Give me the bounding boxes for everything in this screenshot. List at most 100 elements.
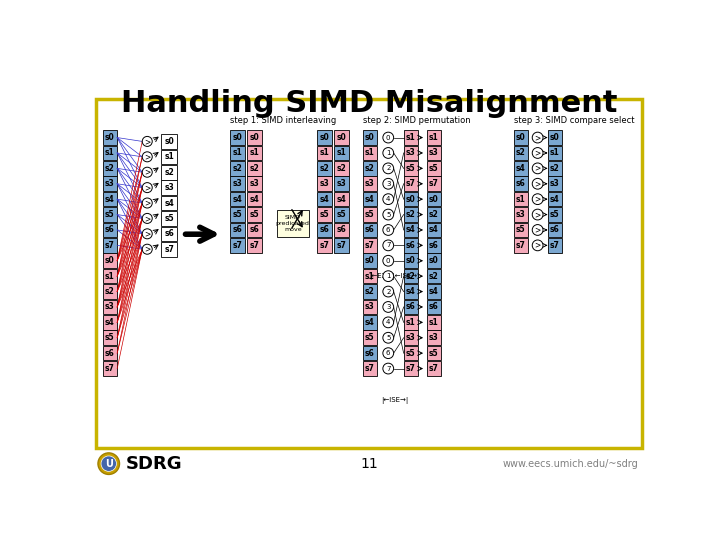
Circle shape bbox=[383, 363, 394, 374]
Circle shape bbox=[143, 137, 152, 146]
Bar bbox=[363, 269, 377, 284]
Bar bbox=[427, 361, 441, 376]
Bar bbox=[230, 161, 245, 176]
Circle shape bbox=[143, 152, 152, 162]
Bar bbox=[318, 207, 332, 222]
Bar bbox=[427, 192, 441, 206]
Bar bbox=[230, 192, 245, 206]
Text: s5: s5 bbox=[233, 210, 243, 219]
Text: >: > bbox=[144, 168, 150, 177]
Text: s2: s2 bbox=[405, 210, 415, 219]
Bar bbox=[102, 192, 117, 206]
Text: s4: s4 bbox=[105, 318, 114, 327]
Text: s7: s7 bbox=[516, 241, 526, 250]
Circle shape bbox=[383, 194, 394, 205]
Text: >: > bbox=[534, 210, 541, 219]
Text: 2: 2 bbox=[386, 288, 390, 294]
Bar bbox=[318, 130, 332, 145]
Text: >: > bbox=[144, 214, 150, 223]
Bar bbox=[548, 192, 562, 206]
Bar bbox=[427, 300, 441, 314]
Text: s3: s3 bbox=[365, 302, 374, 312]
Bar bbox=[334, 130, 349, 145]
Bar bbox=[548, 222, 562, 237]
Bar bbox=[334, 192, 349, 206]
Text: s2: s2 bbox=[365, 287, 374, 296]
Bar bbox=[404, 161, 418, 176]
Text: s6: s6 bbox=[337, 226, 346, 234]
Text: step 2: SIMD permutation: step 2: SIMD permutation bbox=[363, 116, 470, 125]
Text: s4: s4 bbox=[320, 194, 330, 204]
Circle shape bbox=[143, 167, 152, 177]
Text: s4: s4 bbox=[429, 287, 438, 296]
Text: s3: s3 bbox=[105, 179, 114, 188]
Text: s7: s7 bbox=[428, 364, 438, 373]
Text: s0: s0 bbox=[105, 133, 114, 142]
Bar bbox=[363, 284, 377, 299]
Bar bbox=[102, 130, 117, 145]
Bar bbox=[514, 207, 528, 222]
Text: s4: s4 bbox=[164, 199, 174, 207]
Text: |←ISE→|: |←ISE→| bbox=[381, 397, 408, 404]
Circle shape bbox=[143, 229, 152, 239]
Bar bbox=[427, 146, 441, 160]
Bar bbox=[404, 330, 418, 345]
Text: 3: 3 bbox=[386, 181, 390, 187]
Bar bbox=[248, 130, 262, 145]
Bar bbox=[427, 346, 441, 361]
Bar bbox=[102, 253, 117, 268]
Circle shape bbox=[383, 163, 394, 174]
Text: s7: s7 bbox=[405, 364, 415, 373]
Text: Handling SIMD Misalignment: Handling SIMD Misalignment bbox=[121, 89, 617, 118]
Bar bbox=[318, 146, 332, 160]
Bar bbox=[230, 146, 245, 160]
Circle shape bbox=[98, 453, 120, 475]
Bar bbox=[102, 346, 117, 361]
Bar bbox=[404, 207, 418, 222]
Text: s2: s2 bbox=[250, 164, 259, 173]
Bar bbox=[363, 300, 377, 314]
Text: s7: s7 bbox=[233, 241, 243, 250]
Text: >: > bbox=[144, 199, 150, 207]
Text: s0: s0 bbox=[549, 133, 559, 142]
Text: 6: 6 bbox=[386, 350, 390, 356]
Text: 2: 2 bbox=[386, 165, 390, 171]
Circle shape bbox=[532, 194, 543, 205]
Text: s3: s3 bbox=[365, 179, 374, 188]
Bar bbox=[404, 300, 418, 314]
Bar bbox=[102, 300, 117, 314]
Text: s3: s3 bbox=[429, 333, 438, 342]
Circle shape bbox=[383, 255, 394, 266]
Bar bbox=[161, 242, 177, 256]
Text: s0: s0 bbox=[405, 194, 415, 204]
Bar bbox=[363, 238, 377, 253]
Text: SDRG: SDRG bbox=[126, 455, 182, 472]
Text: s4: s4 bbox=[516, 164, 526, 173]
Text: s5: s5 bbox=[429, 164, 438, 173]
Text: s1: s1 bbox=[549, 148, 559, 158]
Text: 4: 4 bbox=[386, 196, 390, 202]
Text: s0: s0 bbox=[320, 133, 330, 142]
Bar bbox=[514, 177, 528, 191]
Bar bbox=[427, 269, 441, 284]
Text: s6: s6 bbox=[516, 179, 526, 188]
Bar bbox=[230, 207, 245, 222]
Text: >: > bbox=[144, 137, 150, 146]
Text: s2: s2 bbox=[320, 164, 330, 173]
Text: U: U bbox=[105, 458, 112, 469]
Text: s4: s4 bbox=[250, 194, 259, 204]
Text: s4: s4 bbox=[405, 287, 415, 296]
Text: s3: s3 bbox=[405, 148, 415, 158]
Text: s4: s4 bbox=[429, 226, 438, 234]
Bar bbox=[334, 207, 349, 222]
Text: s1: s1 bbox=[405, 318, 415, 327]
Bar bbox=[230, 222, 245, 237]
Bar bbox=[404, 238, 418, 253]
Text: s4: s4 bbox=[549, 194, 559, 204]
Circle shape bbox=[383, 240, 394, 251]
Bar bbox=[514, 192, 528, 206]
Text: s7: s7 bbox=[428, 179, 438, 188]
Bar bbox=[102, 238, 117, 253]
Bar bbox=[404, 253, 418, 268]
Text: s0: s0 bbox=[429, 256, 438, 265]
